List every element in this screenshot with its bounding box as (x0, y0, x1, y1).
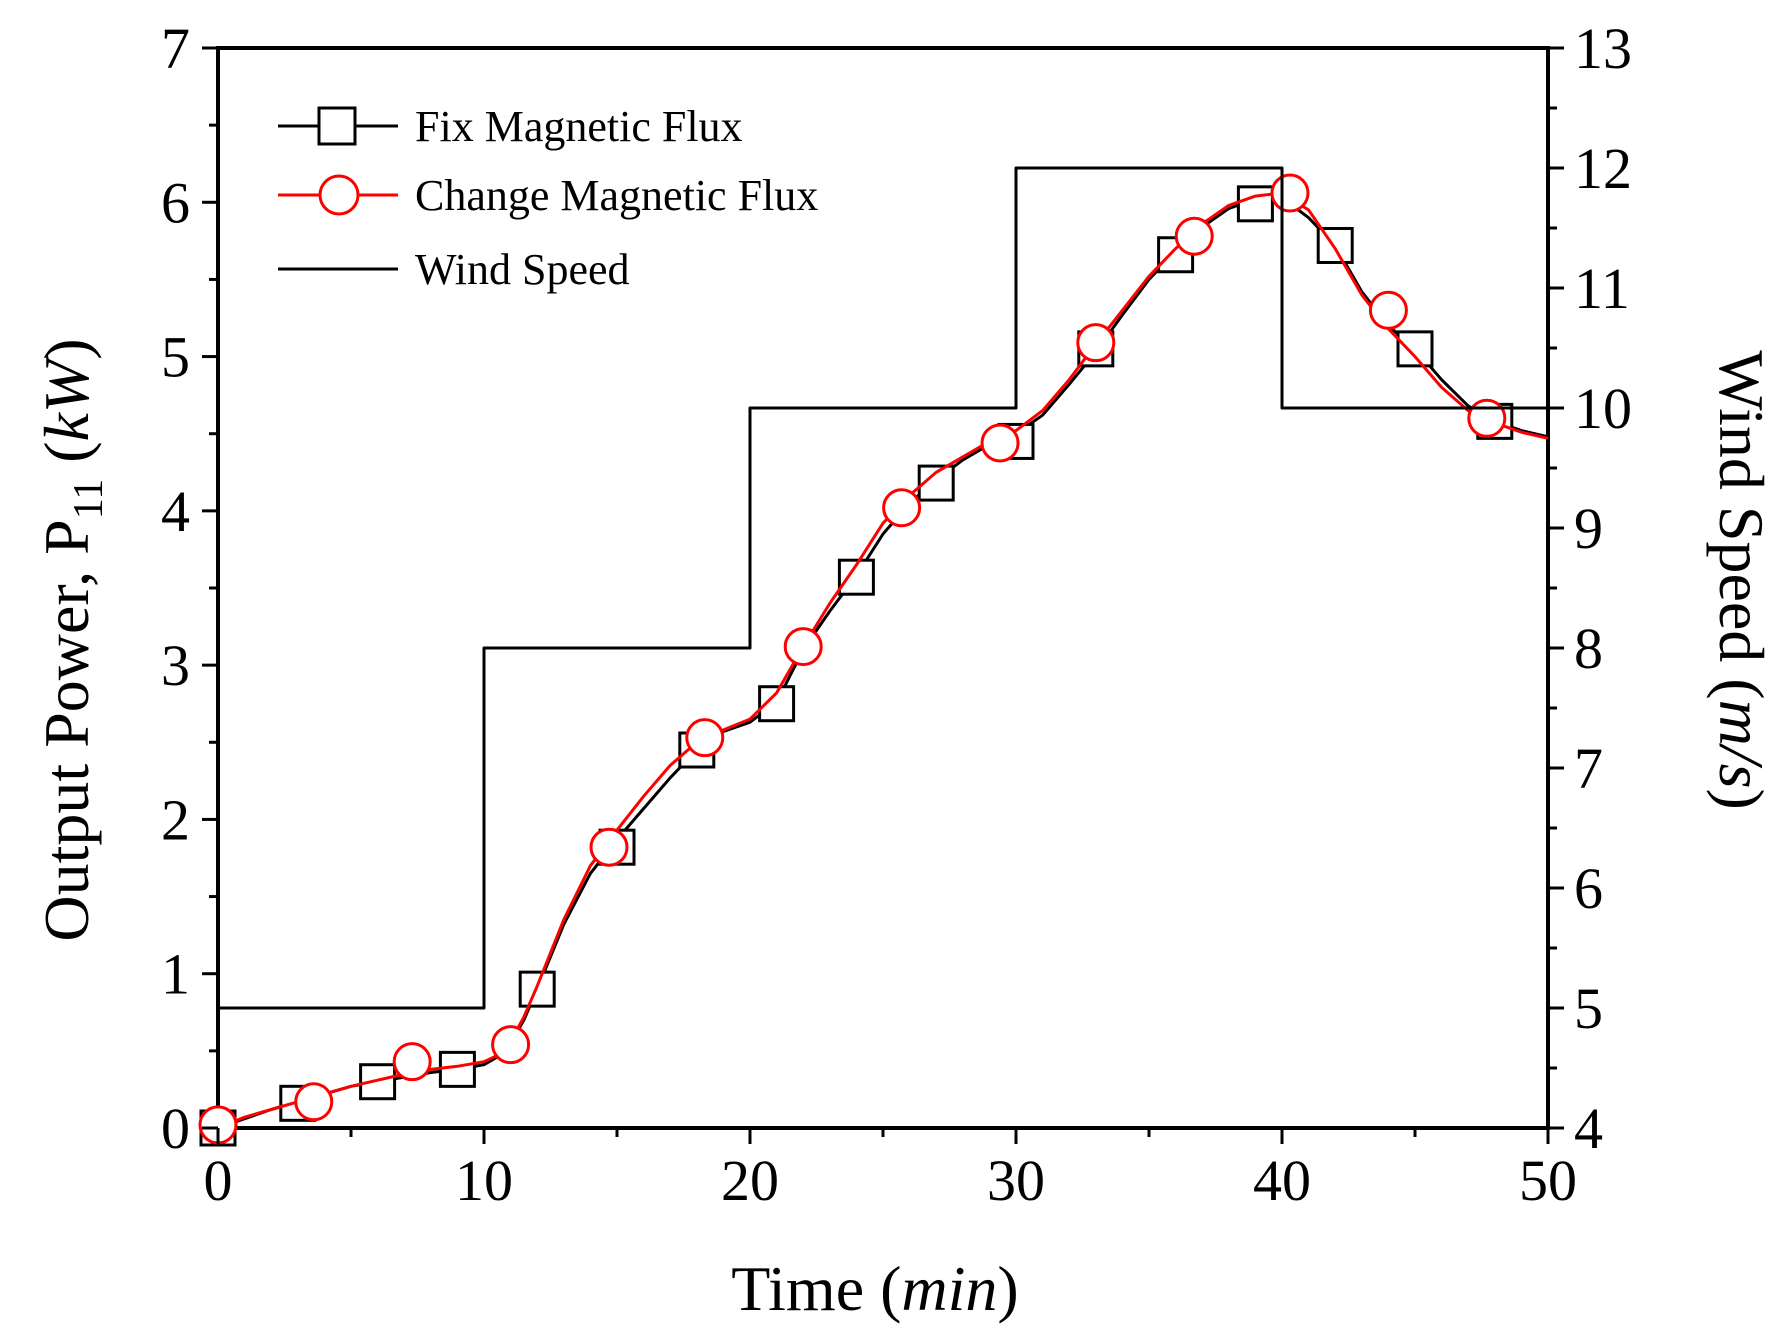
y2-axis-title-text: Wind Speed (1706, 350, 1777, 662)
y2-tick-label: 9 (1574, 496, 1603, 561)
series-line-wind-speed (218, 166, 1548, 1010)
x-axis-title-open-paren: ( (864, 1253, 901, 1324)
y2-axis-title-open-paren: ( (1706, 662, 1777, 699)
y-tick-label: 0 (161, 1096, 190, 1161)
legend: Fix Magnetic Flux Change Magnetic Flux W… (278, 102, 818, 294)
x-tick-label: 10 (455, 1148, 513, 1213)
x-tick-label: 40 (1253, 1148, 1311, 1213)
x-tick-label: 20 (721, 1148, 779, 1213)
x-axis-title-text: Time (731, 1253, 864, 1324)
data-point-circle (589, 827, 629, 867)
x-axis-title-unit: min (901, 1253, 997, 1324)
y-tick-label: 7 (161, 16, 190, 81)
data-point-circle (294, 1082, 334, 1122)
data-point-circle (1076, 323, 1116, 363)
y2-tick-label: 8 (1574, 616, 1603, 681)
data-point-circle (1270, 173, 1310, 213)
y2-axis-title-close-paren: ) (1706, 788, 1777, 809)
y-axis-title-open-paren: ( (31, 441, 102, 478)
data-point-circle (685, 718, 725, 758)
data-point-circle (1368, 290, 1408, 330)
legend-label-fix-flux: Fix Magnetic Flux (415, 102, 743, 151)
y2-tick-label: 10 (1574, 376, 1632, 441)
y-axis-title-unit: kW (31, 354, 102, 441)
y-axis-title-subscript: 11 (66, 479, 112, 519)
y2-tick-label: 12 (1574, 136, 1632, 201)
y2-axis-title: Wind Speed (m/s) (1706, 350, 1777, 810)
y-axis-title: Output Power, P11 (kW) (31, 338, 112, 941)
x-tick-label: 0 (204, 1148, 233, 1213)
data-point-square (1236, 185, 1274, 223)
data-point-circle (980, 423, 1020, 463)
legend-label-change-flux: Change Magnetic Flux (415, 171, 818, 220)
y-tick-label: 1 (161, 942, 190, 1007)
y-tick-label: 4 (161, 479, 190, 544)
legend-marker-circle (318, 174, 360, 216)
y-tick-label: 6 (161, 170, 190, 235)
series-line-fix-magnetic-flux (217, 196, 1549, 1130)
y2-axis-title-unit: m/s (1706, 700, 1777, 789)
data-point-circle (783, 627, 823, 667)
y-axis-title-text: Output Power, P (31, 519, 102, 941)
y-tick-label: 2 (161, 787, 190, 852)
y-axis-title-close-paren: ) (31, 338, 102, 359)
y2-tick-label: 11 (1574, 256, 1630, 321)
y2-tick-label: 5 (1574, 976, 1603, 1041)
series-layer (198, 166, 1549, 1147)
data-point-circle (491, 1025, 531, 1065)
data-point-circle (1174, 216, 1214, 256)
y-tick-label: 3 (161, 633, 190, 698)
data-point-square (1396, 330, 1434, 368)
series-line-change-magnetic-flux (217, 191, 1549, 1130)
y2-tick-label: 7 (1574, 736, 1603, 801)
y2-tick-label: 4 (1574, 1096, 1603, 1161)
y-tick-label: 5 (161, 325, 190, 390)
data-point-circle (882, 488, 922, 528)
data-point-circle (1467, 398, 1507, 438)
x-tick-label: 30 (987, 1148, 1045, 1213)
legend-marker-square (317, 106, 357, 146)
legend-label-wind-speed: Wind Speed (415, 245, 630, 294)
x-axis-title: Time (min) (731, 1253, 1018, 1324)
data-point-square (438, 1050, 476, 1088)
data-point-square (359, 1063, 397, 1101)
data-point-circle (392, 1042, 432, 1082)
y2-tick-label: 6 (1574, 856, 1603, 921)
y2-tick-label: 13 (1574, 16, 1632, 81)
x-tick-label: 50 (1519, 1148, 1577, 1213)
x-axis-title-close-paren: ) (997, 1253, 1018, 1324)
